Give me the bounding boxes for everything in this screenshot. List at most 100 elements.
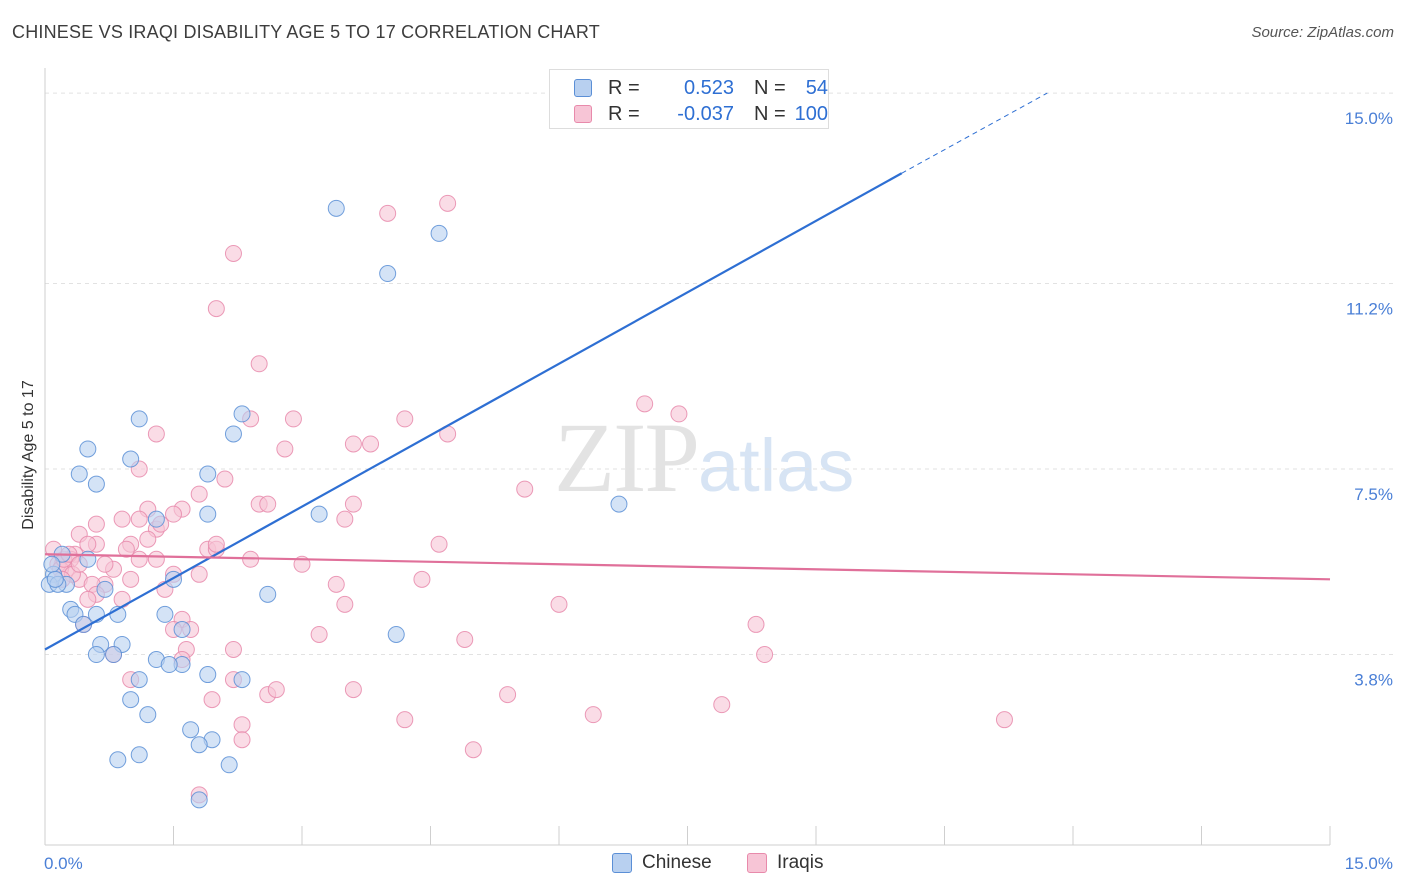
- iraqi-point[interactable]: [756, 646, 774, 664]
- iraqi-point[interactable]: [216, 470, 234, 488]
- chinese-point[interactable]: [379, 265, 397, 283]
- iraqi-point[interactable]: [130, 510, 148, 528]
- iraqi-point[interactable]: [79, 590, 97, 608]
- iraqi-point[interactable]: [344, 681, 362, 699]
- chinese-point[interactable]: [109, 751, 127, 769]
- iraqi-point[interactable]: [165, 505, 182, 523]
- iraqi-point[interactable]: [207, 300, 225, 318]
- legend-r-label: R =: [608, 103, 640, 125]
- iraqi-point[interactable]: [96, 555, 114, 573]
- iraqi-point[interactable]: [224, 244, 242, 262]
- chinese-point[interactable]: [233, 405, 251, 423]
- iraqi-point[interactable]: [396, 711, 414, 729]
- iraqi-point[interactable]: [584, 706, 602, 724]
- iraqi-point[interactable]: [362, 435, 380, 453]
- chinese-point[interactable]: [70, 465, 88, 483]
- iraqi-point[interactable]: [233, 731, 251, 749]
- chinese-point[interactable]: [224, 425, 242, 443]
- chinese-point[interactable]: [79, 550, 97, 568]
- chinese-point[interactable]: [220, 756, 238, 774]
- chinese-point[interactable]: [190, 791, 208, 809]
- iraqi-point[interactable]: [439, 194, 457, 212]
- chinese-point[interactable]: [130, 410, 148, 428]
- iraqi-point[interactable]: [336, 510, 354, 528]
- chinese-point[interactable]: [190, 736, 208, 754]
- iraqi-point[interactable]: [233, 716, 251, 734]
- chinese-point[interactable]: [199, 465, 217, 483]
- legend-n-label: N =: [754, 103, 786, 125]
- legend-item-chinese[interactable]: Chinese: [612, 852, 712, 874]
- chinese-point[interactable]: [139, 706, 157, 724]
- y-tick-labels: 3.8% 7.5% 11.2% 15.0%: [1345, 109, 1393, 689]
- iraqi-point[interactable]: [276, 440, 294, 458]
- chinese-point[interactable]: [79, 440, 97, 458]
- chinese-point[interactable]: [387, 625, 405, 643]
- chinese-point[interactable]: [259, 585, 277, 603]
- chinese-point[interactable]: [327, 199, 345, 217]
- chinese-point[interactable]: [430, 224, 448, 242]
- iraqi-point[interactable]: [267, 681, 285, 699]
- iraqi-point[interactable]: [344, 495, 362, 513]
- chinese-point[interactable]: [130, 746, 148, 764]
- iraqi-point[interactable]: [499, 686, 517, 704]
- chinese-point[interactable]: [199, 666, 217, 684]
- iraqi-point[interactable]: [550, 595, 568, 613]
- iraqi-point[interactable]: [413, 570, 431, 588]
- iraqi-point[interactable]: [516, 480, 534, 498]
- iraqi-point[interactable]: [636, 395, 654, 413]
- chinese-point[interactable]: [43, 555, 61, 573]
- iraqi-point[interactable]: [250, 355, 268, 373]
- iraqi-point[interactable]: [259, 495, 277, 513]
- iraqi-point[interactable]: [147, 550, 165, 568]
- iraqi-point[interactable]: [995, 711, 1013, 729]
- iraqi-point[interactable]: [747, 615, 765, 633]
- chinese-point[interactable]: [87, 646, 105, 664]
- iraqi-point[interactable]: [396, 410, 414, 428]
- chinese-point[interactable]: [105, 646, 123, 664]
- iraqi-point[interactable]: [464, 741, 482, 759]
- chinese-point[interactable]: [122, 691, 140, 709]
- chinese-point[interactable]: [160, 656, 178, 674]
- chinese-point[interactable]: [199, 505, 217, 523]
- chinese-point[interactable]: [156, 605, 174, 623]
- iraqi-point[interactable]: [456, 630, 474, 648]
- legend-r-label: R =: [608, 77, 640, 99]
- iraqi-point[interactable]: [336, 595, 354, 613]
- iraqi-point[interactable]: [122, 570, 140, 588]
- chinese-point[interactable]: [173, 620, 191, 638]
- iraqi-point[interactable]: [379, 204, 397, 222]
- chinese-point[interactable]: [130, 671, 148, 689]
- chinese-point[interactable]: [610, 495, 628, 513]
- iraqi-point[interactable]: [203, 691, 221, 709]
- chinese-point[interactable]: [96, 580, 114, 598]
- iraqi-point[interactable]: [284, 410, 302, 428]
- iraqi-point[interactable]: [310, 625, 328, 643]
- iraqi-point[interactable]: [79, 535, 97, 553]
- iraqi-point[interactable]: [113, 510, 131, 528]
- legend-swatch-chinese: [612, 853, 632, 873]
- iraqi-point[interactable]: [327, 575, 345, 593]
- chinese-point[interactable]: [147, 510, 165, 528]
- iraqi-point[interactable]: [224, 640, 242, 658]
- iraqi-point[interactable]: [190, 485, 208, 503]
- iraqi-point[interactable]: [713, 696, 731, 714]
- iraqi-point[interactable]: [139, 530, 157, 548]
- iraqi-point[interactable]: [117, 540, 135, 558]
- chinese-point[interactable]: [87, 475, 105, 493]
- iraqi-point[interactable]: [207, 535, 225, 553]
- iraqi-point[interactable]: [670, 405, 688, 423]
- iraqi-point[interactable]: [190, 565, 208, 583]
- iraqi-point[interactable]: [113, 590, 131, 608]
- chinese-point[interactable]: [122, 450, 140, 468]
- chinese-point[interactable]: [310, 505, 328, 523]
- legend-item-iraqis[interactable]: Iraqis: [747, 852, 823, 874]
- iraqi-point[interactable]: [147, 425, 165, 443]
- chinese-point[interactable]: [46, 570, 64, 588]
- chinese-point[interactable]: [233, 671, 251, 689]
- iraqi-point[interactable]: [87, 515, 105, 533]
- legend-r-value: 0.523: [683, 77, 734, 99]
- chinese-point[interactable]: [182, 721, 200, 739]
- iraqi-point[interactable]: [344, 435, 362, 453]
- legend-swatch-chinese: [574, 79, 592, 97]
- iraqi-point[interactable]: [430, 535, 448, 553]
